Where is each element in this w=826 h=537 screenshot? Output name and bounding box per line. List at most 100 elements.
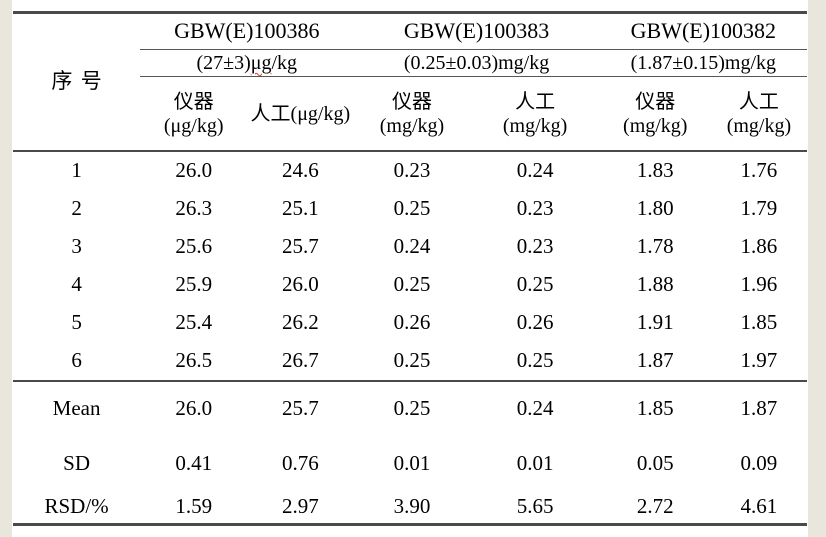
value-cell: 1.97 xyxy=(740,348,778,373)
method-header-manual: 人工 (mg/kg) xyxy=(470,76,600,152)
table-row: 5 25.4 26.2 0.26 0.26 1.91 1.85 xyxy=(13,304,807,342)
row-label: SD xyxy=(63,450,90,475)
row-label: 6 xyxy=(71,348,82,373)
results-table: 序号 GBW(E)100386 GBW(E)100383 GBW(E)10038… xyxy=(13,11,807,526)
method-header-instrument: 仪器 (mg/kg) xyxy=(353,76,471,152)
value-cell: 25.1 xyxy=(281,196,319,221)
table-row: 3 25.6 25.7 0.24 0.23 1.78 1.86 xyxy=(13,228,807,266)
corner-header-serial-number: 序号 xyxy=(13,12,141,152)
value-cell: 0.05 xyxy=(636,450,674,475)
header-row-concentrations: (27±3)μg/kg (0.25±0.03)mg/kg (1.87±0.15)… xyxy=(13,49,807,77)
material-header-gbw100386: GBW(E)100386 xyxy=(140,12,354,50)
table-row: 4 25.9 26.0 0.25 0.25 1.88 1.96 xyxy=(13,266,807,304)
method-header-line: 人工(μg/kg) xyxy=(250,102,351,125)
value-cell: 0.25 xyxy=(393,272,431,297)
value-cell: 25.6 xyxy=(175,234,213,259)
value-cell: 1.96 xyxy=(740,272,778,297)
value-cell: 26.0 xyxy=(175,158,213,183)
method-header-line: 人工 xyxy=(738,90,779,113)
concentration-text: (27±3) xyxy=(196,52,251,74)
concentration-header: (1.87±0.15)mg/kg xyxy=(599,49,807,77)
row-label: 4 xyxy=(71,272,82,297)
method-header-unit: (μg/kg) xyxy=(163,114,224,137)
stat-row: Mean 26.0 25.7 0.25 0.24 1.85 1.87 xyxy=(13,380,807,436)
value-cell: 0.25 xyxy=(516,348,554,373)
value-cell: 25.7 xyxy=(247,380,354,436)
method-header-line: 仪器 xyxy=(391,90,432,113)
table-row: 6 26.5 26.7 0.25 0.25 1.87 1.97 xyxy=(13,342,807,381)
value-cell: 0.76 xyxy=(281,450,319,475)
value-cell: 26.0 xyxy=(281,272,319,297)
row-label: RSD/% xyxy=(44,494,109,519)
row-label: 3 xyxy=(71,234,82,259)
value-cell: 0.24 xyxy=(393,234,431,259)
row-label: 5 xyxy=(71,310,82,335)
value-cell: 24.6 xyxy=(281,158,319,183)
value-cell: 26.3 xyxy=(175,196,213,221)
stat-row: SD 0.41 0.76 0.01 0.01 0.05 0.09 xyxy=(13,436,807,491)
table-row: 1 26.0 24.6 0.23 0.24 1.83 1.76 xyxy=(13,151,807,190)
value-cell: 0.24 xyxy=(470,380,600,436)
value-cell: 1.85 xyxy=(599,380,711,436)
row-label: 1 xyxy=(71,158,82,183)
value-cell: 1.87 xyxy=(710,380,807,436)
value-cell: 2.97 xyxy=(281,494,319,519)
concentration-text: (1.87±0.15) xyxy=(630,52,725,74)
data-section: 1 26.0 24.6 0.23 0.24 1.83 1.76 2 26.3 25.1 0.25 0.… xyxy=(13,151,807,381)
spellcheck-squiggle-text: μg xyxy=(250,52,272,74)
concentration-header: (27±3)μg/kg xyxy=(140,49,354,77)
header-row-methods: 仪器 (μg/kg) 人工(μg/kg) 仪器 (mg/kg) 人工 (mg/k… xyxy=(13,76,807,152)
value-cell: 0.09 xyxy=(740,450,778,475)
material-header-gbw100382: GBW(E)100382 xyxy=(599,12,807,50)
value-cell: 1.59 xyxy=(175,494,213,519)
value-cell: 1.80 xyxy=(636,196,674,221)
value-cell: 2.72 xyxy=(636,494,674,519)
value-cell: 0.01 xyxy=(393,450,431,475)
method-header-unit: (mg/kg) xyxy=(379,114,445,137)
method-header-unit: (mg/kg) xyxy=(623,114,688,137)
value-cell: 1.87 xyxy=(636,348,674,373)
method-header-instrument: 仪器 (μg/kg) xyxy=(140,76,248,152)
row-label: Mean xyxy=(13,380,141,436)
method-header-instrument: 仪器 (mg/kg) xyxy=(599,76,711,152)
value-cell: 1.85 xyxy=(740,310,778,335)
value-cell: 26.5 xyxy=(175,348,213,373)
value-cell: 0.23 xyxy=(516,234,554,259)
method-header-unit: (mg/kg) xyxy=(726,114,792,137)
row-label: 2 xyxy=(71,196,82,221)
method-header-unit: (mg/kg) xyxy=(502,114,568,137)
value-cell: 3.90 xyxy=(393,494,431,519)
value-cell: 0.25 xyxy=(393,196,431,221)
value-cell: 0.01 xyxy=(516,450,554,475)
table-row: 2 26.3 25.1 0.25 0.23 1.80 1.79 xyxy=(13,190,807,228)
document-page: 序号 GBW(E)100386 GBW(E)100383 GBW(E)10038… xyxy=(12,0,808,537)
material-header-gbw100383: GBW(E)100383 xyxy=(353,12,600,50)
value-cell: 25.9 xyxy=(175,272,213,297)
header-section: 序号 GBW(E)100386 GBW(E)100383 GBW(E)10038… xyxy=(13,12,807,152)
stats-section: Mean 26.0 25.7 0.25 0.24 1.85 1.87 SD 0.41 0.76 0.… xyxy=(13,380,807,525)
value-cell: 26.0 xyxy=(140,380,248,436)
value-cell: 5.65 xyxy=(516,494,554,519)
value-cell: 1.86 xyxy=(740,234,778,259)
value-cell: 0.26 xyxy=(516,310,554,335)
value-cell: 0.26 xyxy=(393,310,431,335)
header-row-materials: 序号 GBW(E)100386 GBW(E)100383 GBW(E)10038… xyxy=(13,12,807,152)
value-cell: 26.7 xyxy=(281,348,319,373)
value-cell: 0.23 xyxy=(516,196,554,221)
value-cell: 4.61 xyxy=(740,494,778,519)
value-cell: 0.25 xyxy=(393,348,431,373)
method-header-line: 仪器 xyxy=(173,90,214,113)
stat-row: RSD/% 1.59 2.97 3.90 5.65 2.72 4.61 xyxy=(13,491,807,525)
value-cell: 26.2 xyxy=(281,310,319,335)
value-cell: 25.4 xyxy=(175,310,213,335)
concentration-text: /kg xyxy=(271,52,298,74)
concentration-text: mg/kg xyxy=(724,52,777,74)
concentration-text: mg/kg xyxy=(498,52,550,74)
value-cell: 0.25 xyxy=(353,380,471,436)
value-cell: 0.25 xyxy=(516,272,554,297)
concentration-header: (0.25±0.03)mg/kg xyxy=(353,49,600,77)
value-cell: 0.23 xyxy=(393,158,431,183)
concentration-text: (0.25±0.03) xyxy=(403,52,499,74)
method-header-manual: 人工 (mg/kg) xyxy=(710,76,807,152)
value-cell: 1.76 xyxy=(740,158,778,183)
